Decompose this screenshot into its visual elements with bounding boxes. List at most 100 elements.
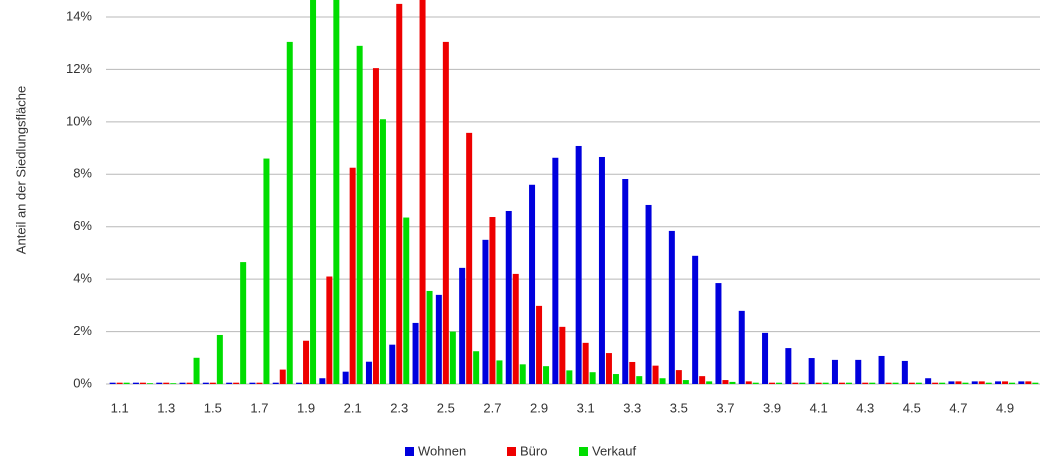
bar xyxy=(349,167,356,384)
bar xyxy=(776,382,783,384)
x-tick-label: 1.1 xyxy=(111,400,129,415)
bar xyxy=(552,157,559,384)
legend-label: Büro xyxy=(520,443,547,458)
bar xyxy=(186,382,193,384)
bar xyxy=(233,382,240,384)
x-tick-label: 3.7 xyxy=(716,400,734,415)
bar xyxy=(342,371,349,384)
bar xyxy=(682,380,689,384)
legend-swatch xyxy=(405,447,414,456)
bar xyxy=(715,283,722,384)
bar xyxy=(559,326,566,384)
bar xyxy=(932,382,939,384)
x-tick-label: 3.3 xyxy=(623,400,641,415)
bar xyxy=(326,276,333,384)
bar xyxy=(915,382,922,384)
x-tick-label: 2.9 xyxy=(530,400,548,415)
bar xyxy=(962,382,969,384)
bar xyxy=(955,381,962,384)
bar xyxy=(1009,382,1016,384)
bar xyxy=(675,370,682,384)
bar xyxy=(1032,382,1039,384)
bar xyxy=(845,382,852,384)
x-tick-label: 4.3 xyxy=(856,400,874,415)
y-tick-label: 12% xyxy=(66,61,92,76)
bar xyxy=(489,217,496,384)
bar xyxy=(303,340,310,384)
x-tick-label: 4.9 xyxy=(996,400,1014,415)
bar xyxy=(412,322,419,384)
bar xyxy=(240,262,247,384)
bar xyxy=(435,294,442,384)
bar xyxy=(216,334,223,384)
bar xyxy=(372,68,379,384)
x-tick-label: 1.5 xyxy=(204,400,222,415)
bar xyxy=(179,382,186,384)
x-tick-label: 4.7 xyxy=(949,400,967,415)
bar xyxy=(209,382,216,384)
bar xyxy=(263,158,270,384)
plot-area xyxy=(109,0,1039,385)
bar xyxy=(831,359,838,384)
bar xyxy=(156,382,163,384)
bar xyxy=(365,361,372,384)
bar xyxy=(722,380,729,384)
bar xyxy=(396,3,403,385)
bar xyxy=(1025,381,1032,384)
bar xyxy=(885,382,892,384)
bar xyxy=(566,370,573,384)
legend-label: Wohnen xyxy=(418,443,466,458)
bar xyxy=(636,376,643,384)
bar xyxy=(878,355,885,384)
y-tick-label: 10% xyxy=(66,113,92,128)
bar xyxy=(822,382,829,384)
bar xyxy=(519,364,526,384)
bar xyxy=(442,41,449,385)
bar xyxy=(146,383,153,384)
bar xyxy=(892,382,899,384)
x-tick-label: 2.7 xyxy=(483,400,501,415)
bar xyxy=(333,0,340,385)
bar xyxy=(256,382,263,384)
bar xyxy=(193,357,200,384)
x-tick-label: 4.5 xyxy=(903,400,921,415)
x-tick-label: 3.9 xyxy=(763,400,781,415)
bar xyxy=(419,0,426,385)
bar xyxy=(699,376,706,384)
bar xyxy=(389,344,396,384)
bar xyxy=(296,382,303,384)
bar xyxy=(426,290,433,384)
bar xyxy=(622,179,629,384)
bar xyxy=(543,366,550,384)
bar xyxy=(482,239,489,384)
bar xyxy=(612,374,619,384)
bar xyxy=(310,0,317,385)
bar xyxy=(249,382,256,384)
bar xyxy=(815,382,822,384)
bar xyxy=(123,382,130,384)
bar xyxy=(948,381,955,384)
bar xyxy=(163,382,170,384)
bar xyxy=(939,382,946,384)
bar xyxy=(226,382,233,384)
bar xyxy=(1002,381,1009,384)
bar xyxy=(692,255,699,384)
bar xyxy=(706,381,713,384)
bar xyxy=(466,132,473,384)
bar xyxy=(116,382,123,384)
x-tick-label: 2.5 xyxy=(437,400,455,415)
bar xyxy=(652,365,659,384)
x-tick-label: 4.1 xyxy=(810,400,828,415)
x-tick-label: 3.1 xyxy=(577,400,595,415)
bar xyxy=(729,381,736,384)
bar xyxy=(908,382,915,384)
bar xyxy=(459,267,466,384)
bar xyxy=(645,204,652,384)
x-tick-label: 1.7 xyxy=(250,400,268,415)
bar xyxy=(272,382,279,384)
bar xyxy=(132,382,139,384)
y-tick-label: 4% xyxy=(73,271,92,286)
x-tick-label: 2.3 xyxy=(390,400,408,415)
bar xyxy=(496,360,503,384)
